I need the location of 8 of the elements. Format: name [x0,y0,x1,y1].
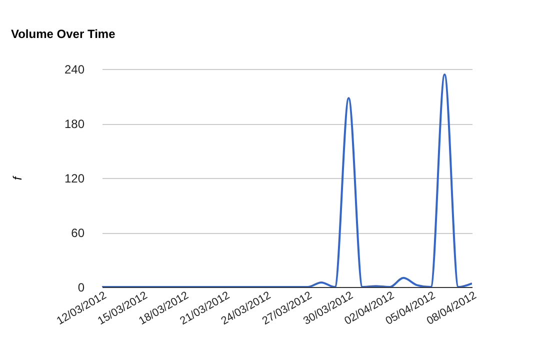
y-tick-label: 60 [71,226,85,240]
y-tick-label: 180 [64,117,85,131]
y-tick-label: 0 [78,280,85,294]
y-axis-title: f [10,175,24,180]
chart-title: Volume Over Time [10,27,116,41]
line-series [102,73,472,287]
y-tick-label: 120 [64,172,85,186]
y-tick-label: 240 [64,62,85,76]
